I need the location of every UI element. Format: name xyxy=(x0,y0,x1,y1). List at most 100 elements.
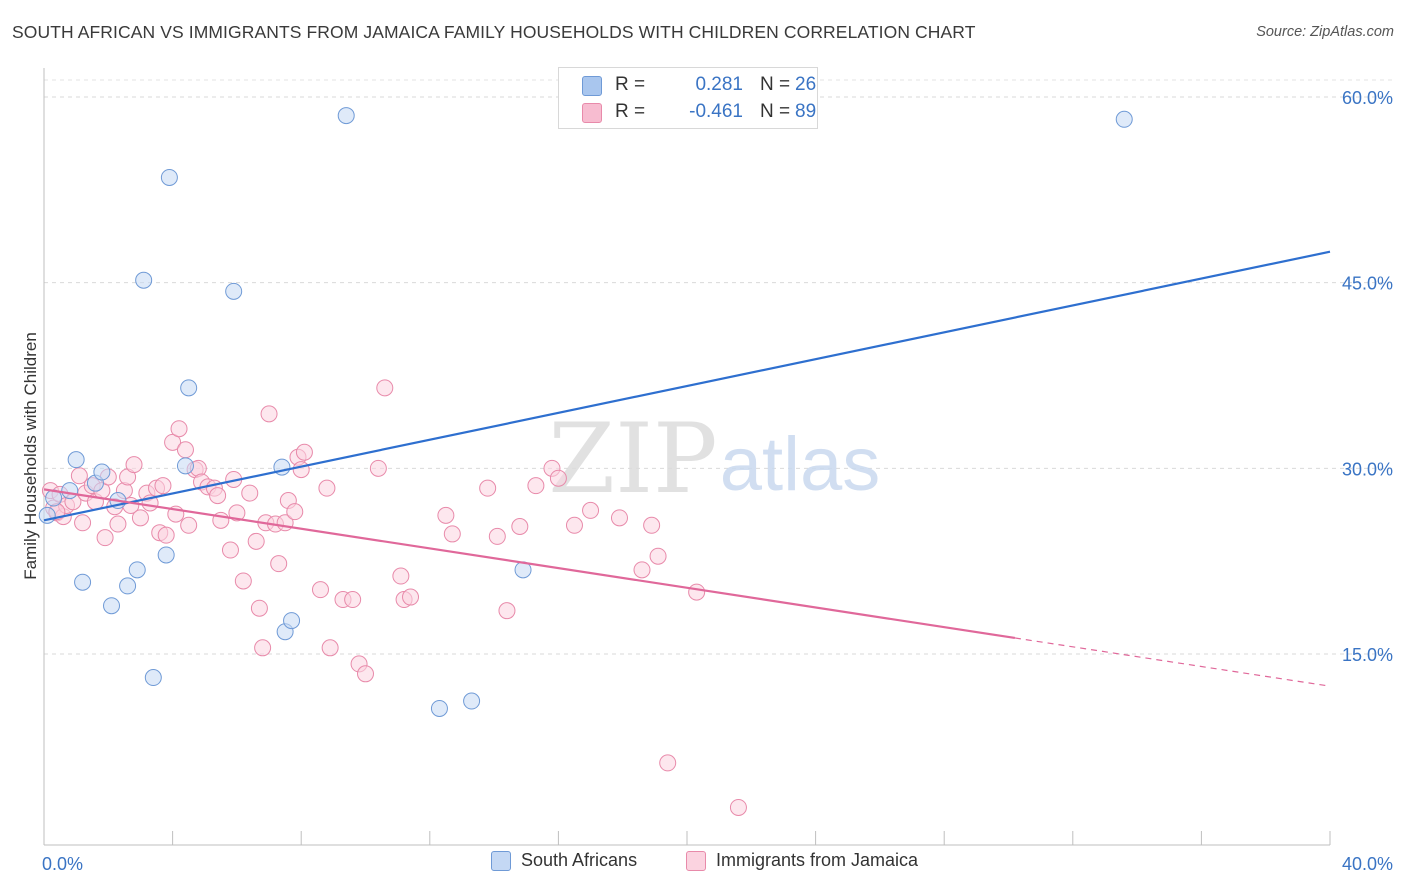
point-immigrants-from-jamaica xyxy=(74,514,92,532)
point-immigrants-from-jamaica xyxy=(221,541,239,559)
trend-extension-immigrants-from-jamaica xyxy=(1014,637,1331,687)
point-south-africans xyxy=(225,282,243,300)
point-immigrants-from-jamaica xyxy=(180,516,198,534)
point-immigrants-from-jamaica xyxy=(357,665,374,683)
point-immigrants-from-jamaica xyxy=(292,461,310,479)
point-south-africans xyxy=(160,168,178,186)
point-south-africans xyxy=(61,482,79,500)
legend-swatch-pink xyxy=(582,103,602,123)
point-immigrants-from-jamaica xyxy=(610,509,628,527)
point-south-africans xyxy=(157,546,175,564)
point-immigrants-from-jamaica xyxy=(443,525,461,543)
series-legend: South Africans Immigrants from Jamaica xyxy=(0,850,1406,880)
point-south-africans xyxy=(93,463,111,481)
point-immigrants-from-jamaica xyxy=(96,529,114,547)
point-immigrants-from-jamaica xyxy=(131,509,149,527)
point-immigrants-from-jamaica xyxy=(392,567,410,585)
y-tick-label: 30.0% xyxy=(1342,459,1393,479)
point-immigrants-from-jamaica xyxy=(376,379,394,397)
point-immigrants-from-jamaica xyxy=(318,479,336,497)
point-immigrants-from-jamaica xyxy=(369,459,387,477)
point-immigrants-from-jamaica xyxy=(488,527,506,545)
point-immigrants-from-jamaica xyxy=(228,504,246,522)
point-immigrants-from-jamaica xyxy=(270,555,288,573)
point-immigrants-from-jamaica xyxy=(125,456,143,474)
point-south-africans xyxy=(180,379,198,397)
point-immigrants-from-jamaica xyxy=(295,443,313,461)
point-south-africans xyxy=(74,573,92,591)
point-immigrants-from-jamaica xyxy=(479,479,497,497)
point-south-africans xyxy=(103,597,121,615)
point-immigrants-from-jamaica xyxy=(633,561,651,579)
point-south-africans xyxy=(144,669,162,687)
point-immigrants-from-jamaica xyxy=(254,639,272,657)
point-immigrants-from-jamaica xyxy=(154,477,172,495)
point-immigrants-from-jamaica xyxy=(176,441,194,459)
y-tick-label: 15.0% xyxy=(1342,645,1393,665)
source-label: Source: ZipAtlas.com xyxy=(1256,24,1394,40)
point-immigrants-from-jamaica xyxy=(170,420,188,438)
point-immigrants-from-jamaica xyxy=(321,639,339,657)
point-immigrants-from-jamaica xyxy=(549,469,567,487)
gridlines xyxy=(44,79,1395,655)
point-immigrants-from-jamaica xyxy=(511,518,529,536)
x-tick-label: 0.0% xyxy=(42,854,83,874)
legend-n-value: 26 xyxy=(795,74,817,95)
legend-swatch-blue xyxy=(582,76,602,96)
watermark: ZIP atlas xyxy=(548,403,880,515)
legend-r-label: R = xyxy=(615,101,646,122)
legend-r-value: 0.281 xyxy=(695,74,743,95)
point-immigrants-from-jamaica xyxy=(109,515,127,533)
point-south-africans xyxy=(67,451,85,469)
point-immigrants-from-jamaica xyxy=(70,467,88,485)
point-south-africans xyxy=(283,612,301,630)
point-immigrants-from-jamaica xyxy=(209,487,227,505)
point-south-africans xyxy=(463,692,481,710)
legend-n-label: N = xyxy=(760,74,791,95)
point-south-africans xyxy=(128,561,146,579)
point-immigrants-from-jamaica xyxy=(437,506,455,524)
point-immigrants-from-jamaica xyxy=(643,516,661,534)
point-immigrants-from-jamaica xyxy=(247,532,265,550)
point-immigrants-from-jamaica xyxy=(688,583,706,601)
y-tick-label: 45.0% xyxy=(1342,274,1393,294)
legend-n-label: N = xyxy=(760,101,791,122)
point-immigrants-from-jamaica xyxy=(498,602,516,620)
point-immigrants-from-jamaica xyxy=(311,581,329,599)
point-south-africans xyxy=(1115,110,1133,128)
legend-label: South Africans xyxy=(521,850,638,870)
trend-line-immigrants-from-jamaica xyxy=(43,488,1016,640)
point-immigrants-from-jamaica xyxy=(402,588,420,606)
point-immigrants-from-jamaica xyxy=(286,503,304,521)
legend-label: Immigrants from Jamaica xyxy=(716,850,919,870)
legend-r-label: R = xyxy=(615,74,646,95)
point-south-africans xyxy=(38,506,56,524)
legend-n-value: 89 xyxy=(795,101,817,122)
watermark-zip: ZIP xyxy=(548,403,717,515)
y-tick-label: 60.0% xyxy=(1342,88,1393,108)
point-south-africans xyxy=(430,699,448,717)
trend-line-south-africans xyxy=(43,250,1331,522)
point-immigrants-from-jamaica xyxy=(729,798,747,816)
legend-r-value: -0.461 xyxy=(689,101,743,122)
point-immigrants-from-jamaica xyxy=(157,526,175,544)
axes xyxy=(43,68,1331,846)
tick-labels: 15.0% 30.0% 45.0% 60.0% 0.0% 40.0% xyxy=(42,88,1393,874)
point-immigrants-from-jamaica xyxy=(565,516,583,534)
legend-item-jamaica[interactable]: Immigrants from Jamaica xyxy=(686,850,918,871)
chart-title: SOUTH AFRICAN VS IMMIGRANTS FROM JAMAICA… xyxy=(12,22,976,42)
point-immigrants-from-jamaica xyxy=(234,572,252,590)
data-points xyxy=(38,107,1133,816)
point-immigrants-from-jamaica xyxy=(260,405,278,423)
point-immigrants-from-jamaica xyxy=(241,484,259,502)
y-axis-label: Family Households with Children xyxy=(21,332,40,580)
legend-swatch-blue xyxy=(491,850,511,871)
point-south-africans xyxy=(119,577,137,595)
point-immigrants-from-jamaica xyxy=(344,591,362,609)
point-immigrants-from-jamaica xyxy=(582,501,600,519)
point-south-africans xyxy=(135,271,153,289)
legend-item-south-africans[interactable]: South Africans xyxy=(491,850,637,871)
x-tick-label: 40.0% xyxy=(1342,854,1393,874)
point-south-africans xyxy=(176,457,194,475)
